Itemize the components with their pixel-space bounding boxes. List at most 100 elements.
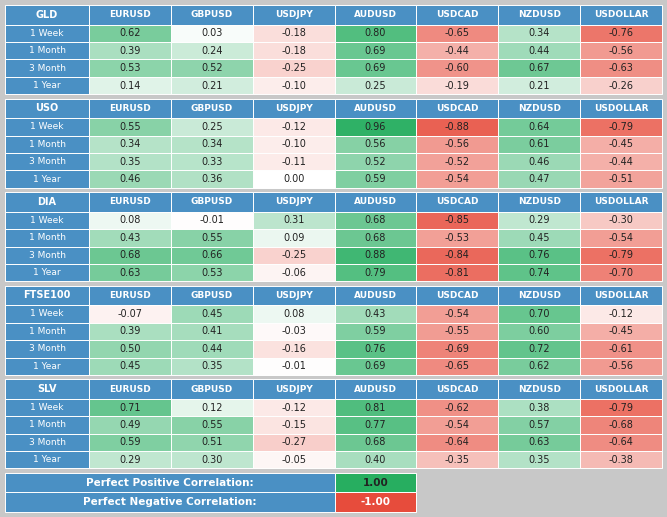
Bar xyxy=(171,212,253,229)
Bar xyxy=(171,77,253,94)
Bar xyxy=(253,358,335,375)
Bar xyxy=(498,358,580,375)
Text: 0.81: 0.81 xyxy=(365,403,386,413)
Bar xyxy=(498,171,580,188)
Text: -0.79: -0.79 xyxy=(608,250,634,260)
Text: USDOLLAR: USDOLLAR xyxy=(594,385,648,393)
Bar xyxy=(335,451,416,468)
Bar xyxy=(89,212,171,229)
Bar xyxy=(253,99,335,118)
Text: -0.12: -0.12 xyxy=(281,403,306,413)
Bar xyxy=(335,473,416,492)
Bar xyxy=(253,229,335,247)
Text: 0.14: 0.14 xyxy=(119,81,141,90)
Bar xyxy=(580,264,662,281)
Bar xyxy=(335,99,416,118)
Text: -0.05: -0.05 xyxy=(281,455,306,465)
Text: -0.10: -0.10 xyxy=(281,81,306,90)
Bar xyxy=(5,99,89,118)
Text: 0.68: 0.68 xyxy=(365,216,386,225)
Text: -0.16: -0.16 xyxy=(281,344,306,354)
Bar xyxy=(416,5,498,25)
Bar xyxy=(171,434,253,451)
Text: Perfect Positive Correlation:: Perfect Positive Correlation: xyxy=(86,478,253,488)
Bar xyxy=(416,399,498,416)
Bar xyxy=(498,451,580,468)
Bar xyxy=(253,171,335,188)
Text: Perfect Negative Correlation:: Perfect Negative Correlation: xyxy=(83,497,257,507)
Bar xyxy=(416,118,498,135)
Text: 0.03: 0.03 xyxy=(201,28,223,38)
Bar xyxy=(498,379,580,399)
Bar xyxy=(335,229,416,247)
Text: -0.79: -0.79 xyxy=(608,122,634,132)
Text: 0.60: 0.60 xyxy=(528,326,550,337)
Text: -0.62: -0.62 xyxy=(445,403,470,413)
Bar xyxy=(5,171,89,188)
Text: NZDUSD: NZDUSD xyxy=(518,104,561,113)
Bar xyxy=(5,379,89,399)
Bar xyxy=(89,323,171,340)
Text: 1 Month: 1 Month xyxy=(29,233,65,242)
Bar xyxy=(5,286,89,305)
Bar xyxy=(89,59,171,77)
Text: -0.38: -0.38 xyxy=(609,455,634,465)
Bar xyxy=(253,340,335,358)
Text: 0.45: 0.45 xyxy=(119,361,141,371)
Text: NZDUSD: NZDUSD xyxy=(518,385,561,393)
Bar xyxy=(416,25,498,42)
Text: 0.55: 0.55 xyxy=(119,122,141,132)
Text: 0.38: 0.38 xyxy=(528,403,550,413)
Text: 0.59: 0.59 xyxy=(365,326,386,337)
Text: -0.26: -0.26 xyxy=(608,81,634,90)
Bar xyxy=(498,229,580,247)
Text: 0.63: 0.63 xyxy=(119,268,141,278)
Bar xyxy=(335,247,416,264)
Bar xyxy=(416,247,498,264)
Text: 0.45: 0.45 xyxy=(528,233,550,243)
Text: 1 Year: 1 Year xyxy=(33,268,61,277)
Bar xyxy=(335,323,416,340)
Text: -0.03: -0.03 xyxy=(281,326,306,337)
Text: -0.69: -0.69 xyxy=(445,344,470,354)
Text: -0.44: -0.44 xyxy=(609,157,634,166)
Bar xyxy=(498,416,580,434)
Text: EURUSD: EURUSD xyxy=(109,104,151,113)
Text: 0.50: 0.50 xyxy=(119,344,141,354)
Bar xyxy=(416,358,498,375)
Bar xyxy=(498,118,580,135)
Text: GLD: GLD xyxy=(36,10,58,20)
Bar xyxy=(416,192,498,212)
Bar xyxy=(253,305,335,323)
Bar xyxy=(580,399,662,416)
Text: 0.70: 0.70 xyxy=(528,309,550,319)
Bar xyxy=(253,416,335,434)
Text: DIA: DIA xyxy=(37,197,57,207)
Bar xyxy=(580,340,662,358)
Bar xyxy=(498,340,580,358)
Bar xyxy=(498,153,580,171)
Bar xyxy=(171,247,253,264)
Bar xyxy=(335,135,416,153)
Bar xyxy=(416,229,498,247)
Text: AUDUSD: AUDUSD xyxy=(354,197,397,206)
Bar xyxy=(171,135,253,153)
Bar xyxy=(253,59,335,77)
Bar xyxy=(253,135,335,153)
Text: 0.34: 0.34 xyxy=(119,139,141,149)
Text: 0.21: 0.21 xyxy=(201,81,223,90)
Bar xyxy=(5,118,89,135)
Text: -0.51: -0.51 xyxy=(608,174,634,184)
Text: -0.01: -0.01 xyxy=(199,216,224,225)
Text: 0.88: 0.88 xyxy=(365,250,386,260)
Bar xyxy=(5,451,89,468)
Bar xyxy=(5,25,89,42)
Bar xyxy=(580,118,662,135)
Text: 0.39: 0.39 xyxy=(119,45,141,56)
Bar xyxy=(335,42,416,59)
Text: 0.80: 0.80 xyxy=(365,28,386,38)
Bar xyxy=(89,99,171,118)
Text: USO: USO xyxy=(35,103,59,113)
Text: 0.25: 0.25 xyxy=(365,81,386,90)
Text: -0.53: -0.53 xyxy=(445,233,470,243)
